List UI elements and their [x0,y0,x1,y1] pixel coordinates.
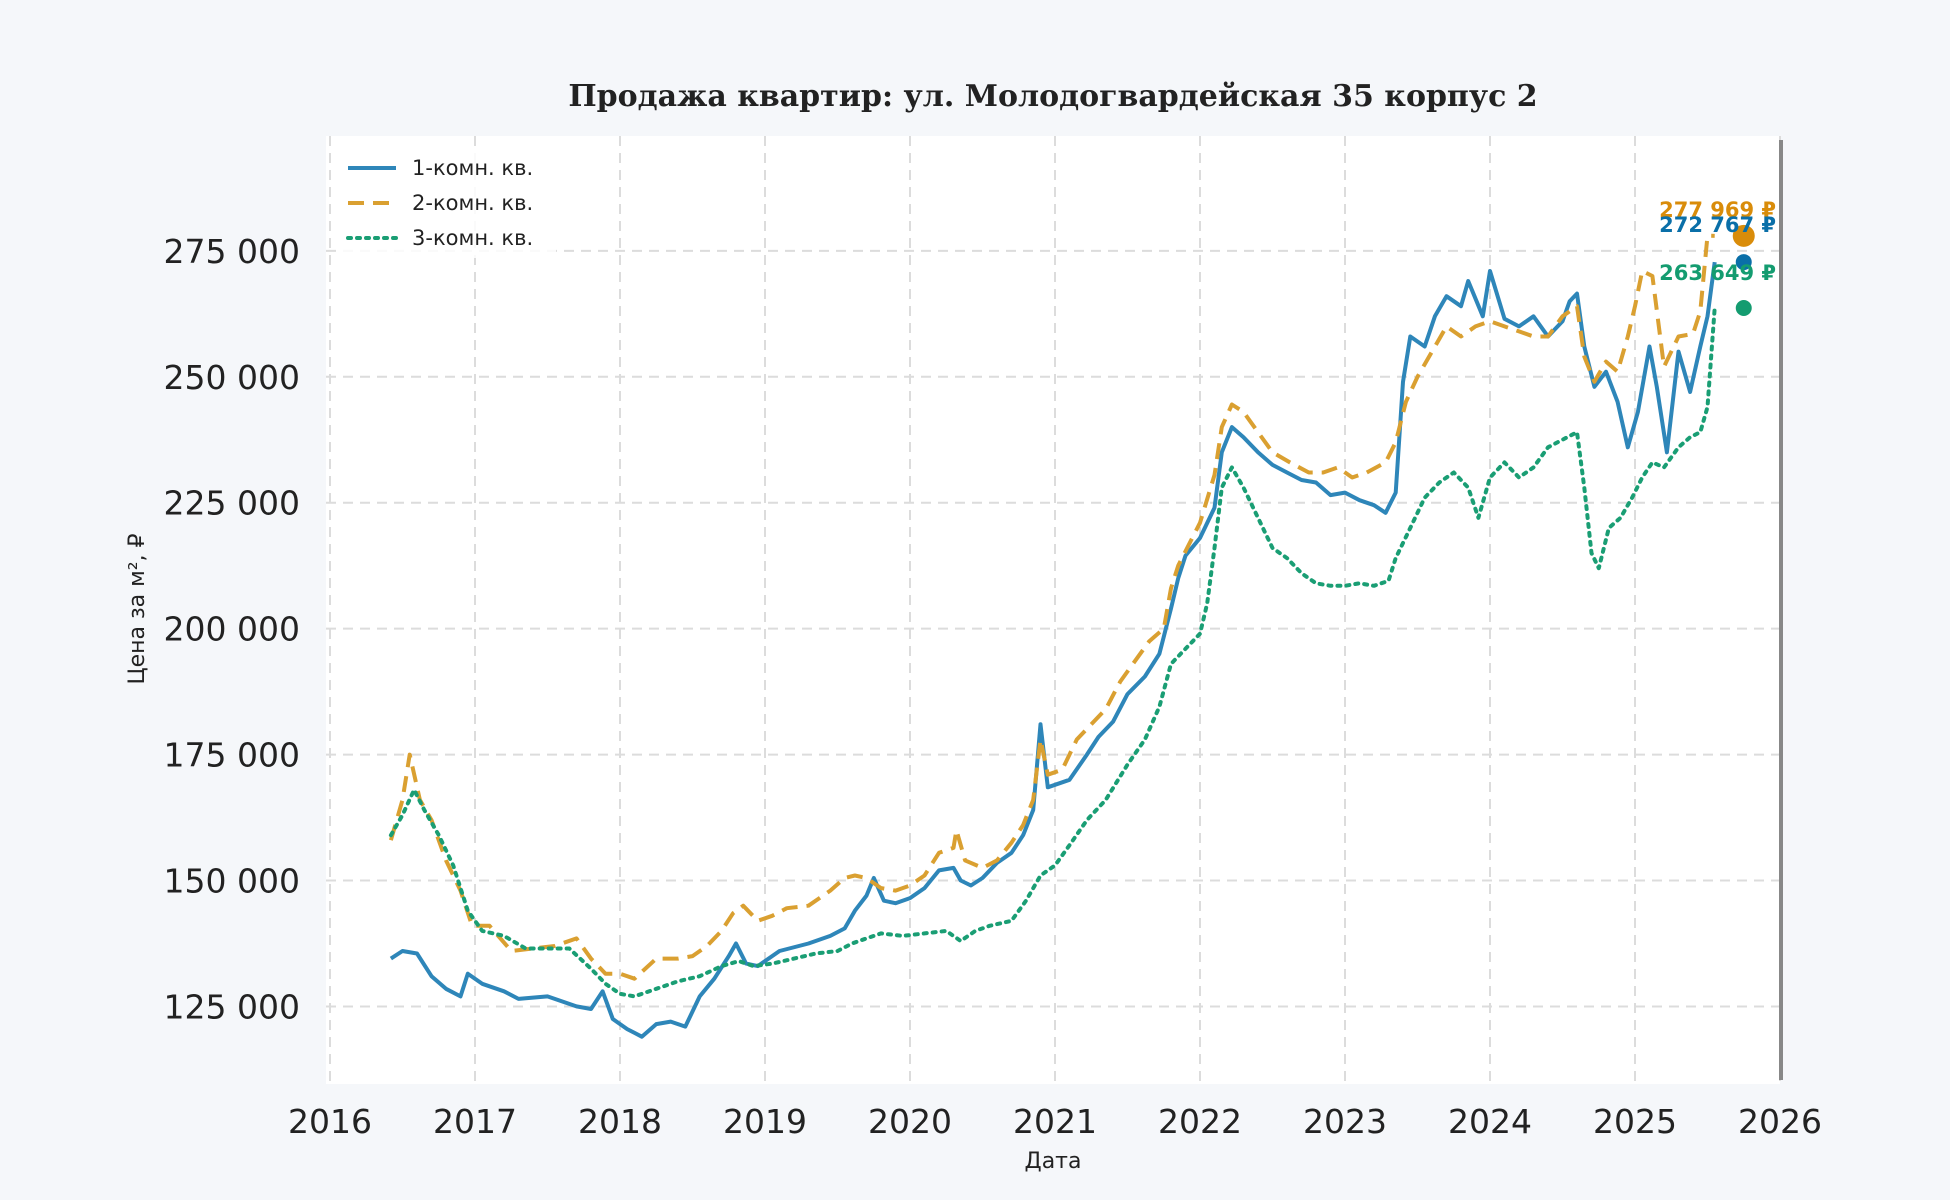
legend-box [336,146,556,258]
end-marker-3 [1733,298,1754,319]
x-tick-label: 2020 [868,1102,952,1141]
end-value-label: 263 649 ₽ [1659,261,1776,285]
grid-layer [326,136,1781,1082]
marker-layer [1730,222,1757,319]
x-tick-label: 2019 [723,1102,807,1141]
x-tick-label: 2022 [1158,1102,1242,1141]
legend-label-3: 3-комн. кв. [412,226,533,250]
end-marker-2 [1730,222,1757,249]
plot-area [326,136,1780,1084]
series-line-1 [389,261,1717,1039]
y-axis-label: Цена за м², ₽ [125,533,150,684]
series-line-2 [388,233,1715,981]
y-tick-label: 275 000 [164,232,300,271]
legend: 1-комн. кв. 2-комн. кв. 3-комн. кв. [336,146,556,258]
end-label-layer: 277 969 ₽272 767 ₽ 263 649 ₽ [1659,198,1776,285]
x-tick-label: 2024 [1448,1102,1532,1141]
tick-layer: 2016 2017 2018 2019 2020 2021 2022 2023 2024 2025… [164,232,1822,1141]
end-marker-1 [1733,252,1754,273]
chart-title: Продажа квартир: ул. Молодогвардейская 3… [568,79,1537,114]
y-tick-label: 125 000 [164,987,300,1026]
y-tick-label: 250 000 [164,358,300,397]
legend-label-2: 2-комн. кв. [412,191,533,215]
y-tick-label: 225 000 [164,484,300,523]
x-axis-label: Дата [1025,1149,1082,1174]
x-tick-label: 2017 [433,1102,517,1141]
end-value-label: 277 969 ₽ [1659,198,1776,222]
y-tick-label: 200 000 [164,610,300,649]
series-layer [388,233,1717,1039]
y-tick-label: 175 000 [164,736,300,775]
x-tick-label: 2026 [1738,1102,1822,1141]
end-value-label: 272 767 ₽ [1659,213,1776,237]
y-tick-label: 150 000 [164,862,300,901]
series-line-3 [388,306,1717,999]
x-tick-label: 2023 [1303,1102,1387,1141]
x-tick-label: 2018 [578,1102,662,1141]
legend-label-1: 1-комн. кв. [412,156,533,180]
x-tick-label: 2025 [1593,1102,1677,1141]
x-tick-label: 2016 [288,1102,372,1141]
x-tick-label: 2021 [1013,1102,1097,1141]
